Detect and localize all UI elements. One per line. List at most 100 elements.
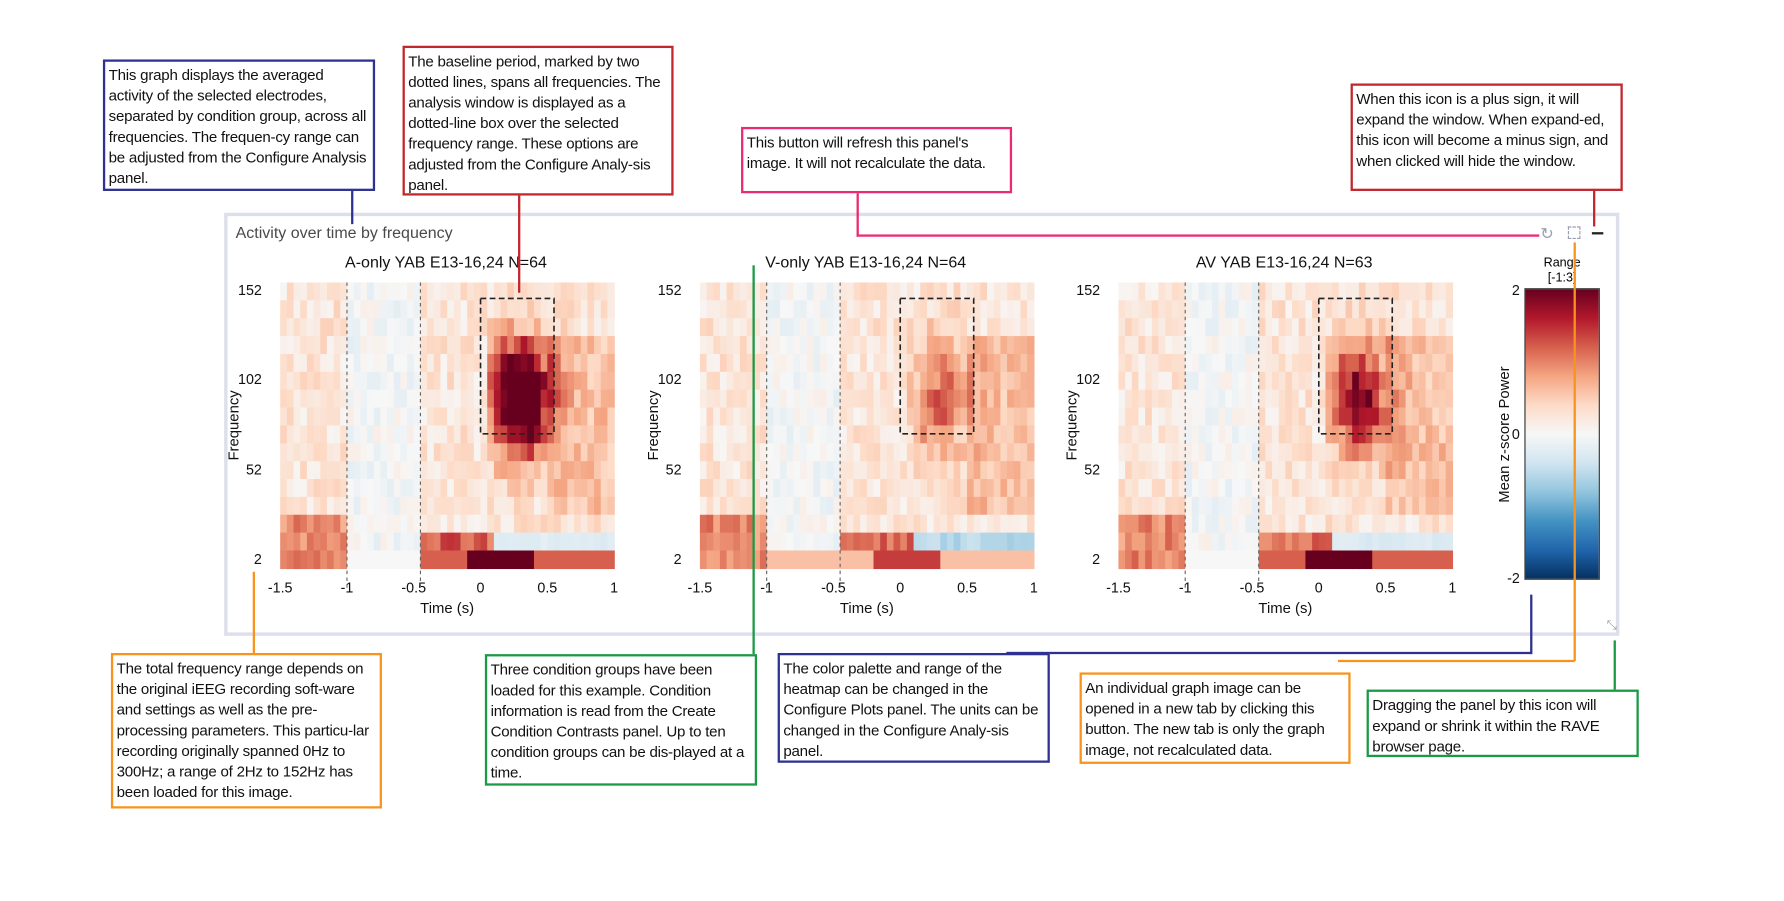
expand-icon[interactable] (1567, 226, 1581, 240)
heatmap-cell (946, 532, 955, 552)
heatmap-cell (987, 443, 995, 462)
heatmap-cell (367, 496, 375, 516)
heatmap-cell (420, 336, 428, 355)
heatmap-cell (987, 371, 995, 391)
heatmap-cell (413, 550, 422, 570)
refresh-icon[interactable]: ↻ (1540, 224, 1554, 243)
heatmap-cell (860, 318, 868, 337)
heatmap-cell (507, 443, 515, 462)
heatmap-cell (1292, 461, 1300, 480)
heatmap-cell (846, 461, 855, 480)
heatmap-cell (1191, 318, 1200, 337)
heatmap-cell (306, 496, 315, 516)
heatmap-cell (880, 300, 888, 319)
heatmap-cell (1372, 371, 1380, 391)
heatmap-cell (1398, 336, 1407, 355)
heatmap-cell (1338, 336, 1347, 355)
heatmap-cell (886, 336, 895, 355)
heatmap-cell (313, 336, 321, 355)
heatmap-cell (600, 443, 609, 462)
heatmap-cell (739, 407, 748, 427)
heatmap-cell (1338, 496, 1347, 516)
heatmap-cell (793, 443, 801, 462)
heatmap-cell (759, 532, 768, 552)
heatmap-cell (353, 550, 362, 570)
heatmap-cell (1118, 443, 1126, 462)
heatmap-cell (1258, 353, 1267, 373)
heatmap-cell (699, 282, 708, 302)
heatmap-cell (793, 318, 801, 337)
heatmap-cell (513, 479, 522, 498)
heatmap-cell (1305, 496, 1313, 516)
heatmap-cell (1445, 300, 1454, 319)
heatmap-cell (826, 389, 835, 409)
heatmap-cell (507, 389, 515, 409)
heatmap-cell (280, 336, 288, 355)
heatmap-cell (826, 479, 835, 498)
heatmap-cell (413, 282, 422, 302)
heatmap (699, 282, 1035, 589)
heatmap-cell (1013, 461, 1022, 480)
heatmap-cell (313, 479, 321, 498)
heatmap-cell (1385, 389, 1393, 409)
heatmap-cell (773, 282, 781, 302)
heatmap-cell (826, 407, 835, 427)
minus-icon[interactable] (1591, 232, 1604, 235)
heatmap-cell (880, 353, 888, 373)
colorbar-title: Range [-1:3] (1544, 256, 1581, 286)
heatmap-cell (1272, 300, 1280, 319)
heatmap-cell (407, 353, 415, 373)
heatmap-cell (973, 425, 982, 444)
heatmap-cell (547, 389, 555, 409)
heatmap-cell (699, 353, 708, 373)
heatmap-cell (440, 336, 448, 355)
heatmap-cell (987, 479, 995, 498)
heatmap-cell (1252, 479, 1260, 498)
heatmap-cell (813, 550, 821, 570)
connector-line (1006, 651, 1532, 654)
heatmap-cell (567, 318, 575, 337)
heatmap-cell (800, 407, 808, 427)
heatmap-cell (933, 407, 941, 427)
heatmap-cell (567, 479, 575, 498)
heatmap-cell (826, 496, 835, 516)
heatmap-cell (1292, 425, 1300, 444)
heatmap-cell (1211, 300, 1220, 319)
heatmap-cell (1265, 282, 1273, 302)
heatmap-cell (580, 282, 589, 302)
heatmap-cell (554, 496, 562, 516)
heatmap-cell (1332, 318, 1340, 337)
heatmap-cell (886, 425, 895, 444)
heatmap-cell (873, 550, 881, 570)
heatmap-cell (953, 318, 962, 337)
heatmap-cell (313, 407, 321, 427)
heatmap-cell (1191, 496, 1200, 516)
resize-grip-icon[interactable]: ⤡ (1606, 618, 1617, 633)
heatmap-cell (527, 336, 535, 355)
heatmap-cell (340, 353, 348, 373)
heatmap-cell (594, 389, 602, 409)
heatmap-cell (1191, 389, 1200, 409)
heatmap-cell (487, 389, 495, 409)
heatmap-cell (574, 425, 582, 444)
heatmap-cell (560, 425, 569, 444)
heatmap-cell (940, 336, 948, 355)
heatmap-cell (800, 479, 808, 498)
heatmap-cell (1258, 479, 1267, 498)
heatmap-cell (866, 532, 875, 552)
heatmap-cell (786, 389, 795, 409)
heatmap-cell (507, 461, 515, 480)
heatmap-cell (373, 407, 382, 427)
heatmap-cell (520, 425, 528, 444)
heatmap-cell (547, 425, 555, 444)
heatmap-cell (467, 389, 475, 409)
heatmap-cell (893, 353, 901, 373)
heatmap-cell (473, 300, 482, 319)
heatmap-cell (1000, 318, 1008, 337)
heatmap-cell (1265, 461, 1273, 480)
heatmap-cell (313, 282, 321, 302)
heatmap-cell (340, 318, 348, 337)
heatmap-cell (1385, 371, 1393, 391)
heatmap-cell (1278, 371, 1287, 391)
heatmap-cell (733, 282, 741, 302)
